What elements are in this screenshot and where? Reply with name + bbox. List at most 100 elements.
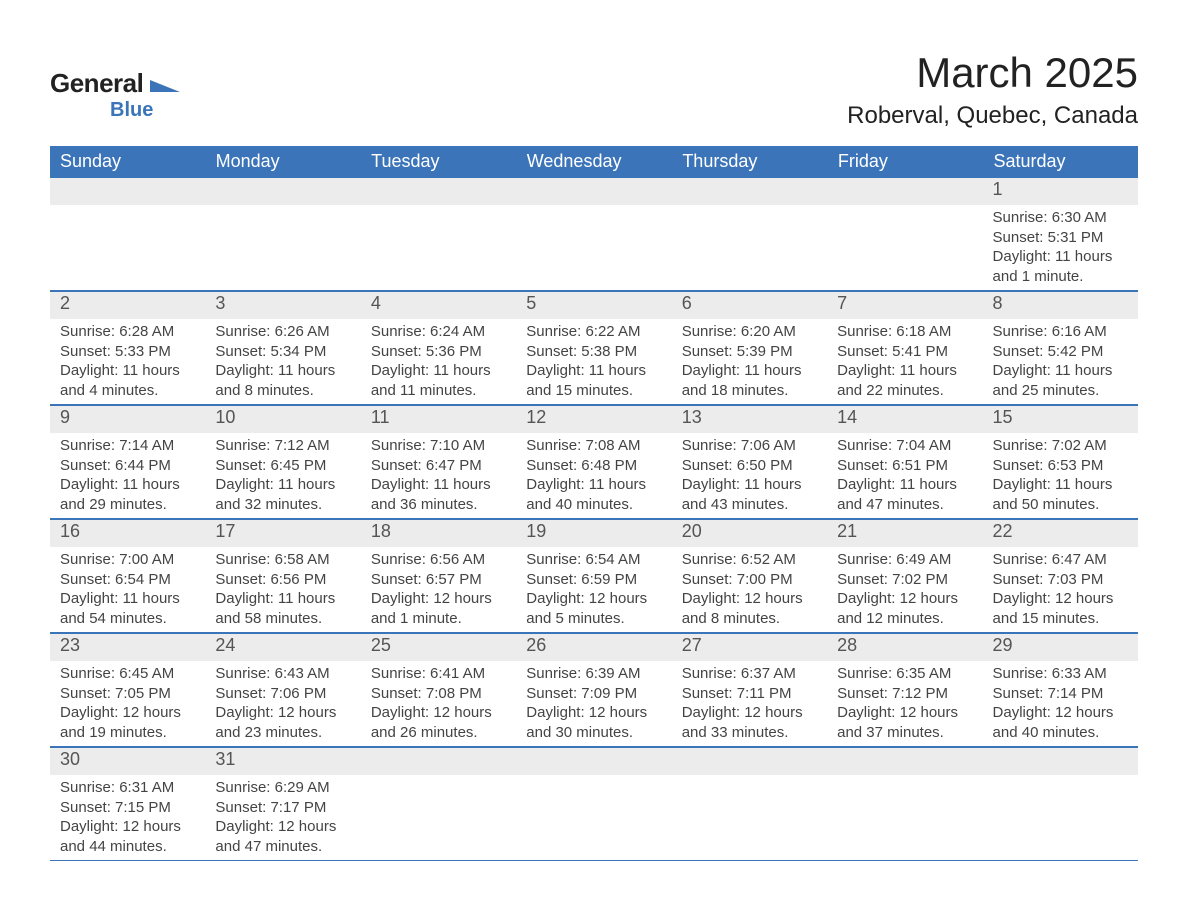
day-number: [827, 178, 982, 205]
day-number: 11: [361, 406, 516, 433]
day-number: [827, 748, 982, 775]
daylight-line: Daylight: 11 hours and 25 minutes.: [993, 361, 1128, 400]
day-details: Sunrise: 7:14 AMSunset: 6:44 PMDaylight:…: [50, 433, 205, 518]
day-number: 23: [50, 634, 205, 661]
calendar-day: 2Sunrise: 6:28 AMSunset: 5:33 PMDaylight…: [50, 292, 205, 404]
daylight-line: Daylight: 11 hours and 1 minute.: [993, 247, 1128, 286]
daylight-line: Daylight: 12 hours and 5 minutes.: [526, 589, 661, 628]
daylight-line: Daylight: 12 hours and 47 minutes.: [215, 817, 350, 856]
sunrise-line: Sunrise: 6:29 AM: [215, 778, 350, 798]
calendar-day: 6Sunrise: 6:20 AMSunset: 5:39 PMDaylight…: [672, 292, 827, 404]
sunset-line: Sunset: 7:14 PM: [993, 684, 1128, 704]
calendar-day: 5Sunrise: 6:22 AMSunset: 5:38 PMDaylight…: [516, 292, 671, 404]
day-details: Sunrise: 6:52 AMSunset: 7:00 PMDaylight:…: [672, 547, 827, 632]
sunset-line: Sunset: 7:06 PM: [215, 684, 350, 704]
day-number: [516, 178, 671, 205]
sunrise-line: Sunrise: 6:33 AM: [993, 664, 1128, 684]
day-details: Sunrise: 6:56 AMSunset: 6:57 PMDaylight:…: [361, 547, 516, 632]
brand-name-blue: Blue: [110, 99, 153, 122]
sunrise-line: Sunrise: 6:54 AM: [526, 550, 661, 570]
sunset-line: Sunset: 5:39 PM: [682, 342, 817, 362]
daylight-line: Daylight: 11 hours and 47 minutes.: [837, 475, 972, 514]
daylight-line: Daylight: 11 hours and 4 minutes.: [60, 361, 195, 400]
sunset-line: Sunset: 6:51 PM: [837, 456, 972, 476]
daylight-line: Daylight: 11 hours and 36 minutes.: [371, 475, 506, 514]
calendar-day: [827, 178, 982, 290]
sunset-line: Sunset: 7:17 PM: [215, 798, 350, 818]
daylight-line: Daylight: 11 hours and 29 minutes.: [60, 475, 195, 514]
calendar-day: 10Sunrise: 7:12 AMSunset: 6:45 PMDayligh…: [205, 406, 360, 518]
calendar-day: 9Sunrise: 7:14 AMSunset: 6:44 PMDaylight…: [50, 406, 205, 518]
sunrise-line: Sunrise: 6:20 AM: [682, 322, 817, 342]
calendar-day: 3Sunrise: 6:26 AMSunset: 5:34 PMDaylight…: [205, 292, 360, 404]
day-details: Sunrise: 6:47 AMSunset: 7:03 PMDaylight:…: [983, 547, 1138, 632]
daylight-line: Daylight: 11 hours and 11 minutes.: [371, 361, 506, 400]
day-details: Sunrise: 6:37 AMSunset: 7:11 PMDaylight:…: [672, 661, 827, 746]
sunset-line: Sunset: 5:34 PM: [215, 342, 350, 362]
sunrise-line: Sunrise: 7:02 AM: [993, 436, 1128, 456]
sunrise-line: Sunrise: 6:16 AM: [993, 322, 1128, 342]
day-number: 17: [205, 520, 360, 547]
calendar-day: [50, 178, 205, 290]
calendar-day: 25Sunrise: 6:41 AMSunset: 7:08 PMDayligh…: [361, 634, 516, 746]
day-number: [516, 748, 671, 775]
sunset-line: Sunset: 6:59 PM: [526, 570, 661, 590]
day-number: 18: [361, 520, 516, 547]
calendar-day: 13Sunrise: 7:06 AMSunset: 6:50 PMDayligh…: [672, 406, 827, 518]
daylight-line: Daylight: 12 hours and 8 minutes.: [682, 589, 817, 628]
sunrise-line: Sunrise: 6:28 AM: [60, 322, 195, 342]
sunrise-line: Sunrise: 7:04 AM: [837, 436, 972, 456]
day-details: Sunrise: 7:06 AMSunset: 6:50 PMDaylight:…: [672, 433, 827, 518]
calendar-day: 20Sunrise: 6:52 AMSunset: 7:00 PMDayligh…: [672, 520, 827, 632]
calendar-week: 2Sunrise: 6:28 AMSunset: 5:33 PMDaylight…: [50, 290, 1138, 404]
calendar-day: 31Sunrise: 6:29 AMSunset: 7:17 PMDayligh…: [205, 748, 360, 860]
sunrise-line: Sunrise: 6:31 AM: [60, 778, 195, 798]
sunset-line: Sunset: 7:00 PM: [682, 570, 817, 590]
day-number: 19: [516, 520, 671, 547]
day-number: 5: [516, 292, 671, 319]
sunrise-line: Sunrise: 6:18 AM: [837, 322, 972, 342]
day-details: Sunrise: 7:08 AMSunset: 6:48 PMDaylight:…: [516, 433, 671, 518]
day-number: [672, 178, 827, 205]
day-number: [361, 178, 516, 205]
sunset-line: Sunset: 6:45 PM: [215, 456, 350, 476]
calendar-day: 19Sunrise: 6:54 AMSunset: 6:59 PMDayligh…: [516, 520, 671, 632]
day-details: Sunrise: 6:49 AMSunset: 7:02 PMDaylight:…: [827, 547, 982, 632]
daylight-line: Daylight: 12 hours and 40 minutes.: [993, 703, 1128, 742]
brand-flag-icon: [150, 74, 180, 101]
sunset-line: Sunset: 6:53 PM: [993, 456, 1128, 476]
brand-name-general: General: [50, 68, 143, 98]
day-details: Sunrise: 6:54 AMSunset: 6:59 PMDaylight:…: [516, 547, 671, 632]
day-number: 20: [672, 520, 827, 547]
sunrise-line: Sunrise: 6:26 AM: [215, 322, 350, 342]
calendar-day: 23Sunrise: 6:45 AMSunset: 7:05 PMDayligh…: [50, 634, 205, 746]
day-details: Sunrise: 7:10 AMSunset: 6:47 PMDaylight:…: [361, 433, 516, 518]
sunrise-line: Sunrise: 6:43 AM: [215, 664, 350, 684]
sunrise-line: Sunrise: 7:06 AM: [682, 436, 817, 456]
day-number: 29: [983, 634, 1138, 661]
day-number: 25: [361, 634, 516, 661]
dow-wednesday: Wednesday: [517, 147, 673, 178]
sunrise-line: Sunrise: 7:12 AM: [215, 436, 350, 456]
daylight-line: Daylight: 12 hours and 44 minutes.: [60, 817, 195, 856]
calendar-day: 8Sunrise: 6:16 AMSunset: 5:42 PMDaylight…: [983, 292, 1138, 404]
calendar-day: 28Sunrise: 6:35 AMSunset: 7:12 PMDayligh…: [827, 634, 982, 746]
sunset-line: Sunset: 5:41 PM: [837, 342, 972, 362]
day-number: 21: [827, 520, 982, 547]
day-number: [361, 748, 516, 775]
sunrise-line: Sunrise: 7:08 AM: [526, 436, 661, 456]
day-number: 7: [827, 292, 982, 319]
sunset-line: Sunset: 7:02 PM: [837, 570, 972, 590]
calendar-week: 16Sunrise: 7:00 AMSunset: 6:54 PMDayligh…: [50, 518, 1138, 632]
sunrise-line: Sunrise: 6:24 AM: [371, 322, 506, 342]
calendar-day: 4Sunrise: 6:24 AMSunset: 5:36 PMDaylight…: [361, 292, 516, 404]
calendar-day: 11Sunrise: 7:10 AMSunset: 6:47 PMDayligh…: [361, 406, 516, 518]
day-number: 24: [205, 634, 360, 661]
page-header: General Blue March 2025 Roberval, Quebec…: [50, 50, 1138, 130]
title-block: March 2025 Roberval, Quebec, Canada: [847, 50, 1138, 130]
calendar-day: 29 Sunrise: 6:33 AMSunset: 7:14 PMDayligh…: [983, 634, 1138, 746]
day-details: Sunrise: 6:58 AMSunset: 6:56 PMDaylight:…: [205, 547, 360, 632]
dow-saturday: Saturday: [983, 147, 1138, 178]
calendar-week: 1Sunrise: 6:30 AMSunset: 5:31 PMDaylight…: [50, 178, 1138, 290]
day-of-week-header-row: Sunday Monday Tuesday Wednesday Thursday…: [50, 147, 1138, 178]
